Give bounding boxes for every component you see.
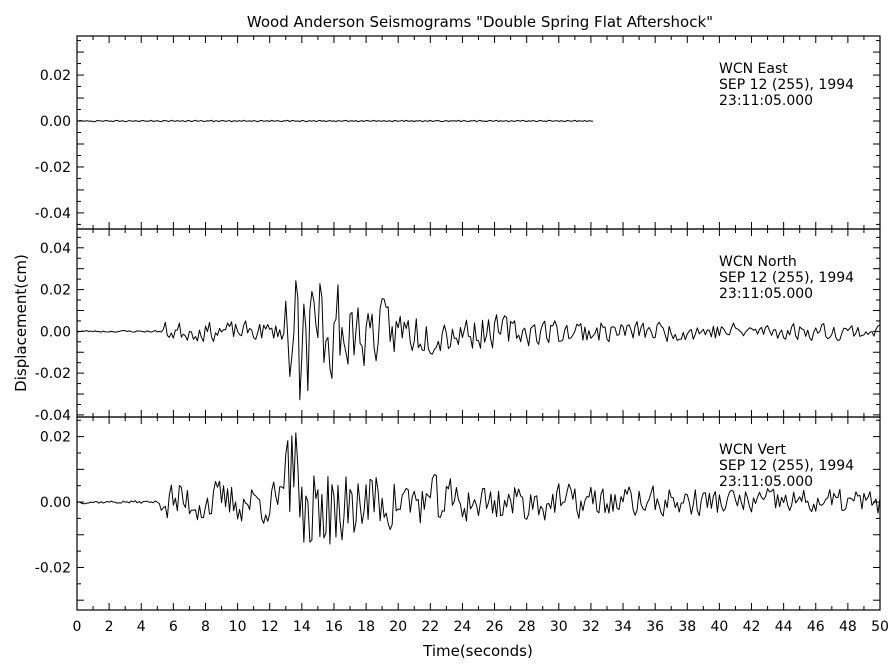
y-tick-label: 0.04: [40, 241, 71, 257]
x-tick-label: 4: [137, 619, 146, 635]
y-tick-label: 0.00: [40, 114, 71, 130]
y-tick-label: 0.02: [40, 68, 71, 84]
x-tick-label: 2: [105, 619, 114, 635]
x-tick-label: 8: [201, 619, 210, 635]
x-axis: 0 2 4 6 8 10 12 14 16 18 20 22 24 26 28 30 32 34 36 38 40 42 4…: [73, 619, 889, 635]
seismogram-trace-1: [76, 119, 593, 123]
x-tick-label: 10: [229, 619, 247, 635]
station-label-line: WCN North: [719, 254, 797, 270]
x-tick-label: 30: [550, 619, 568, 635]
x-tick-label: 40: [710, 619, 728, 635]
x-tick-label: 46: [807, 619, 825, 635]
x-tick-label: 50: [871, 619, 889, 635]
x-tick-label: 18: [357, 619, 375, 635]
x-tick-label: 6: [169, 619, 178, 635]
y-tick-label: 0.00: [40, 324, 71, 340]
y-tick-label: 0.02: [40, 283, 71, 299]
station-label-line: 23:11:05.000: [719, 286, 813, 302]
station-label-line: 23:11:05.000: [719, 93, 813, 109]
x-tick-label: 22: [421, 619, 439, 635]
station-label-line: WCN Vert: [719, 442, 786, 458]
y-tick-label: -0.02: [35, 366, 71, 382]
y-axis-label: Displacement(cm): [12, 254, 30, 392]
y-tick-label: 0.02: [40, 430, 71, 446]
x-tick-label: 44: [775, 619, 793, 635]
seismogram-trace-2: [76, 280, 881, 401]
station-label-line: SEP 12 (255), 1994: [719, 458, 854, 474]
y-tick-label: 0.00: [40, 495, 71, 511]
station-label-line: WCN East: [719, 61, 788, 77]
x-tick-label: 20: [389, 619, 407, 635]
x-tick-label: 14: [293, 619, 311, 635]
x-tick-label: 16: [325, 619, 343, 635]
x-tick-label: 26: [486, 619, 504, 635]
x-tick-label: 34: [614, 619, 632, 635]
x-tick-label: 42: [743, 619, 761, 635]
chart-title: Wood Anderson Seismograms "Double Spring…: [247, 13, 713, 31]
y-tick-label: -0.02: [35, 560, 71, 576]
x-axis-label: Time(seconds): [422, 642, 533, 660]
y-tick-label: -0.04: [35, 408, 71, 424]
x-tick-label: 0: [73, 619, 82, 635]
x-tick-label: 32: [582, 619, 600, 635]
x-tick-label: 36: [646, 619, 664, 635]
x-tick-label: 28: [518, 619, 536, 635]
station-label-line: SEP 12 (255), 1994: [719, 270, 854, 286]
x-tick-label: 12: [261, 619, 279, 635]
station-label-line: 23:11:05.000: [719, 474, 813, 490]
x-tick-label: 38: [678, 619, 696, 635]
seismogram-trace-3: [76, 432, 881, 545]
y-tick-label: -0.04: [35, 206, 71, 222]
x-tick-label: 48: [839, 619, 857, 635]
y-tick-label: -0.02: [35, 160, 71, 176]
station-label-line: SEP 12 (255), 1994: [719, 77, 854, 93]
x-tick-label: 24: [454, 619, 472, 635]
